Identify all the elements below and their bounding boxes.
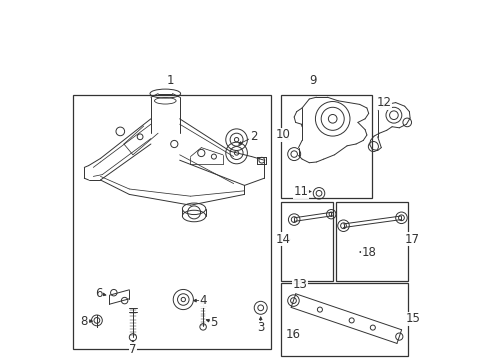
Bar (280, 283, 407, 356)
Text: 4: 4 (199, 294, 206, 307)
Text: 2: 2 (249, 130, 257, 143)
Text: 18: 18 (361, 246, 375, 258)
Text: 8: 8 (81, 315, 88, 328)
Text: 11: 11 (293, 185, 308, 198)
Bar (336, 202, 407, 281)
Bar (73, 95, 271, 349)
Text: 5: 5 (210, 316, 217, 329)
Text: 16: 16 (285, 328, 300, 341)
Bar (280, 202, 332, 281)
Text: 7: 7 (129, 343, 136, 356)
Text: 12: 12 (376, 96, 391, 109)
Text: 9: 9 (308, 75, 316, 87)
Text: 3: 3 (257, 321, 264, 334)
Text: 13: 13 (292, 278, 307, 291)
Bar (280, 95, 371, 198)
Text: 15: 15 (405, 312, 419, 325)
Text: 14: 14 (275, 233, 290, 246)
Text: 1: 1 (166, 75, 174, 87)
Text: 10: 10 (275, 129, 290, 141)
Text: 17: 17 (404, 233, 419, 246)
Text: 6: 6 (95, 287, 102, 300)
